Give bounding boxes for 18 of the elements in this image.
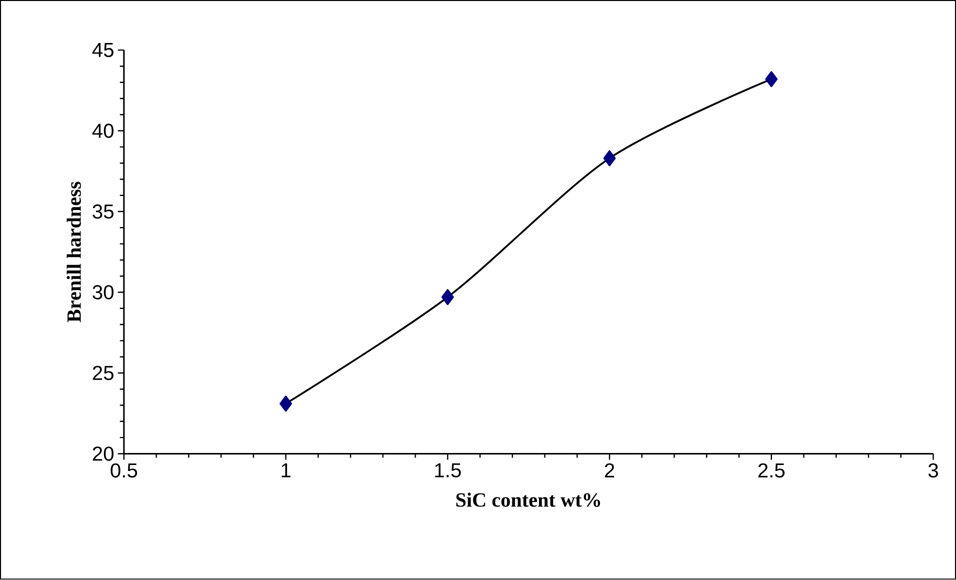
x-axis-title: SiC content wt% [456,492,600,508]
y-tick-label: 20 [92,446,114,462]
y-tick-label: 25 [92,366,114,380]
point [765,71,778,88]
x-tick-label: 1 [282,464,290,478]
point [280,396,292,412]
y-tick-label: 35 [92,204,114,219]
x-tick-label: 3 [928,464,938,478]
y-tick-label: 45 [92,43,114,58]
y-tick-label: 40 [92,124,114,138]
x-tick-label: 0.5 [110,464,138,478]
y-tick-label: 30 [92,285,114,300]
y-axis-title: Brenill hardness [66,182,81,322]
point [603,150,616,166]
x-tick-label: 1.5 [435,464,461,478]
point [441,289,454,306]
x-tick-label: 2 [604,464,614,478]
x-tick-label: 2.5 [758,464,785,478]
